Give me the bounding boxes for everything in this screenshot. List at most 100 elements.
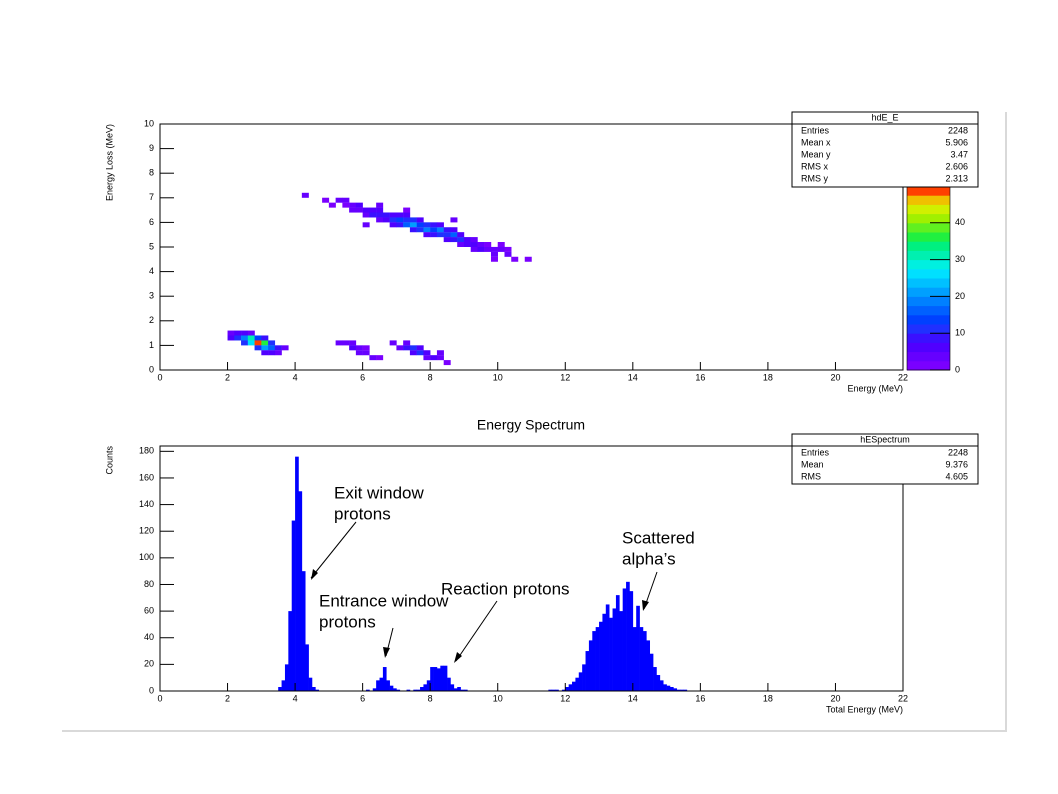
heat-cell (355, 345, 363, 351)
annotation: Scattered (622, 528, 695, 547)
hist-bar (626, 581, 630, 691)
x-tick-label: 10 (493, 372, 503, 382)
heat-cell (268, 350, 276, 356)
heat-cell (362, 345, 370, 351)
hist-bar (619, 611, 623, 691)
hist-bar (366, 689, 370, 691)
heat-cell (436, 350, 444, 356)
x-tick-label: 0 (157, 372, 162, 382)
y-tick-label: 8 (149, 168, 154, 178)
heat-cell (335, 340, 343, 346)
stats-value: 2.606 (945, 161, 968, 171)
heat-cell (376, 202, 384, 208)
colorbar-segment (907, 296, 950, 307)
heat-cell (342, 340, 350, 346)
colorbar-segment (907, 333, 950, 343)
arrow-head (383, 647, 390, 658)
hist-bar (632, 627, 637, 691)
hist-bar (426, 680, 431, 691)
colorbar-segment (907, 204, 950, 215)
heat-cell (369, 207, 377, 213)
stats-label: RMS x (801, 161, 829, 171)
heat-cell (470, 242, 478, 247)
hist-bar (602, 613, 607, 691)
colorbar-segment (907, 186, 950, 196)
colorbar-segment (907, 268, 950, 279)
hist-bar (288, 611, 293, 691)
heat-cell (430, 232, 438, 238)
heat-cell (457, 242, 465, 247)
hist-bar (315, 689, 320, 691)
heat-cell (416, 227, 424, 233)
stats-box (791, 433, 979, 485)
hist-bar (663, 684, 667, 691)
x-tick-label: 16 (695, 693, 705, 703)
hist-bar (582, 664, 586, 691)
heat-cell (416, 222, 424, 228)
y-tick-label: 0 (149, 685, 154, 695)
stats-value: 4.605 (945, 471, 968, 481)
x-tick-label: 4 (293, 372, 298, 382)
hist-bar (555, 689, 559, 691)
colorbar-segment (907, 314, 950, 325)
card (60, 110, 1005, 730)
hist-bar (396, 689, 401, 691)
y-tick-label: 180 (139, 446, 154, 456)
heat-cell (477, 242, 485, 247)
hist-bar (298, 491, 303, 691)
hist-bar (599, 621, 603, 691)
heat-cell (430, 355, 438, 361)
heat-cell (511, 256, 519, 262)
hist-bar (433, 667, 438, 691)
x-tick-label: 6 (360, 372, 365, 382)
hist-bar (551, 689, 556, 691)
hist-bar (281, 680, 286, 691)
heat-cell (490, 251, 498, 257)
colorbar-segment (907, 213, 950, 224)
hist-bar (609, 617, 613, 691)
hist-bar (440, 665, 444, 691)
heat-cell (328, 202, 336, 208)
heat-cell (484, 242, 492, 247)
x-tick-label: 12 (560, 372, 570, 382)
heat-cell (416, 217, 424, 223)
heat-cell (355, 350, 363, 356)
heat-cell (470, 237, 478, 243)
hist-bar (420, 687, 424, 691)
arrow (310, 521, 357, 579)
heat-cell (355, 207, 363, 213)
heat-cell (389, 340, 397, 346)
annotation: Exit window (334, 483, 424, 502)
hist-bar (666, 685, 671, 691)
heat-cell (403, 207, 411, 213)
x-tick-label: 22 (898, 372, 908, 382)
heat-cell (349, 202, 357, 208)
stats-label: Entries (801, 125, 830, 135)
hist-bar (291, 520, 296, 691)
heat-cell (335, 197, 343, 203)
hist-bar (447, 677, 451, 691)
heat-cell (396, 217, 404, 223)
heat-cell (376, 207, 384, 213)
heat-cell (430, 222, 438, 228)
y-tick-label: 160 (139, 472, 154, 482)
hist-bar (406, 689, 411, 691)
heat-cell (376, 355, 384, 361)
heat-cell (247, 335, 255, 341)
hist-bar (568, 684, 573, 691)
heat-cell (362, 222, 370, 228)
colorbar-tick-label: 40 (955, 217, 965, 227)
heat-cell (234, 330, 242, 336)
heat-cell (382, 212, 390, 218)
heat-cell (241, 340, 249, 346)
heat-cell (281, 345, 289, 351)
hist-bar (284, 664, 289, 691)
heat-cell (396, 212, 404, 218)
heat-cell (261, 350, 269, 356)
heat-cell (409, 222, 417, 228)
heat-cell (504, 251, 512, 257)
stats-label: Mean x (801, 137, 831, 147)
hist-bar (301, 571, 306, 691)
heat-cell (274, 350, 282, 356)
